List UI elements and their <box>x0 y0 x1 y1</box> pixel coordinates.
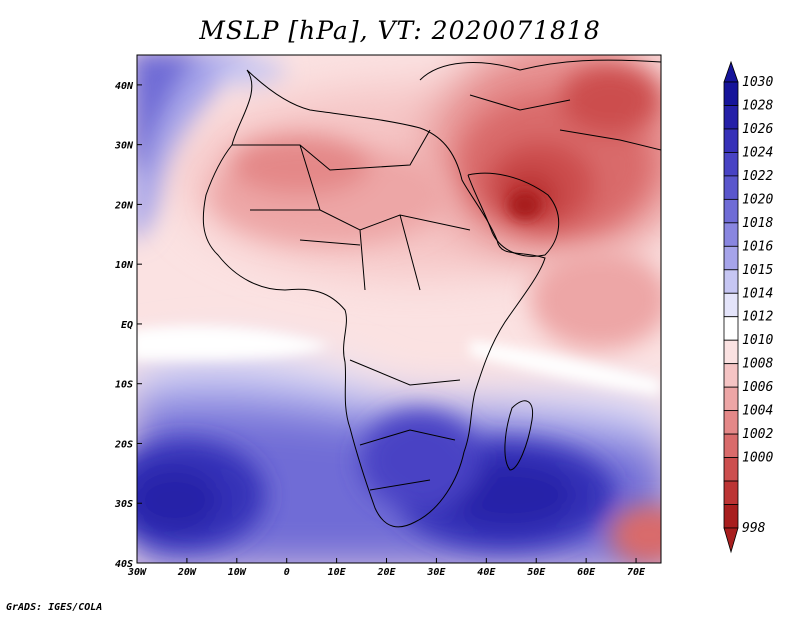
colorbar-segment <box>723 363 739 388</box>
colorbar-top-arrow <box>723 60 739 83</box>
colorbar-label: 1014 <box>742 286 773 301</box>
plot-frame <box>136 54 662 564</box>
colorbar-segment <box>723 128 739 153</box>
x-axis: 30W 20W 10W 0 10E 20E 30E 40E 50E 60E 70E <box>127 558 646 578</box>
y-tick-label: 20S <box>114 439 133 450</box>
colorbar-label: 1028 <box>742 98 773 113</box>
y-tick-label: 20N <box>114 200 134 211</box>
colorbar-label: 998 <box>742 521 766 536</box>
colorbar-label: 1006 <box>742 380 773 395</box>
colorbar-segment <box>723 339 739 365</box>
colorbar-label: 1024 <box>742 145 773 160</box>
colorbar-segment <box>723 152 739 177</box>
x-tick-label: 30W <box>127 567 147 578</box>
colorbar-label: 1012 <box>742 310 773 325</box>
colorbar-segment <box>723 504 739 529</box>
colorbar-label: 1015 <box>742 263 773 278</box>
colorbar-segment <box>723 316 739 341</box>
colorbar-segment <box>723 105 739 130</box>
x-tick-label: 70E <box>627 567 646 578</box>
colorbar-label: 1004 <box>742 404 773 419</box>
colorbar-segment <box>723 433 739 458</box>
y-tick-label: 10S <box>115 380 133 391</box>
x-tick-label: 10W <box>228 567 247 578</box>
colorbar-label: 1018 <box>742 216 773 231</box>
x-tick-label: 20E <box>376 567 396 578</box>
colorbar-label: 1030 <box>742 75 773 90</box>
map-title: MSLP [hPa], VT: 2020071818 <box>199 16 601 45</box>
colorbar-segment <box>723 269 739 294</box>
colorbar-segment <box>723 292 739 318</box>
pressure-field <box>137 55 661 563</box>
y-tick-label: 30S <box>114 499 133 510</box>
coastlines <box>202 59 661 528</box>
colorbar-segment <box>723 245 739 271</box>
colorbar-segment <box>723 81 739 106</box>
colorbar-label: 1026 <box>742 122 773 137</box>
colorbar-segment <box>723 410 739 435</box>
credit-label: GrADS: IGES/COLA <box>6 602 103 613</box>
colorbar: 1030 1028 1026 1024 1022 1020 1018 1016 1015 1014… <box>723 60 773 554</box>
x-tick-label: 60E <box>577 567 596 578</box>
colorbar-label: 1000 <box>742 451 773 466</box>
x-tick-label: 40E <box>477 567 496 578</box>
colorbar-segment <box>723 198 739 224</box>
y-tick-label: 30N <box>114 141 134 152</box>
colorbar-segment <box>723 386 739 412</box>
colorbar-segment <box>723 480 739 505</box>
x-tick-label: 0 <box>284 567 290 578</box>
colorbar-segment <box>723 457 739 482</box>
colorbar-label: 1016 <box>742 239 773 254</box>
colorbar-label: 1010 <box>742 333 773 348</box>
colorbar-segment <box>723 175 739 200</box>
x-tick-label: 20W <box>177 567 197 578</box>
x-tick-label: 10E <box>328 567 347 578</box>
y-axis: 40N 30N 20N 10N EQ 10S 20S 30S 40S <box>114 81 142 570</box>
colorbar-segment <box>723 222 739 247</box>
x-tick-label: 50E <box>527 567 546 578</box>
colorbar-label: 1008 <box>742 357 773 372</box>
colorbar-bottom-arrow <box>723 527 739 554</box>
x-tick-label: 30E <box>426 567 446 578</box>
colorbar-label: 1002 <box>742 427 773 442</box>
colorbar-label: 1022 <box>742 169 773 184</box>
y-tick-label: 40N <box>115 81 134 92</box>
y-tick-label: 10N <box>115 260 134 271</box>
y-tick-label: EQ <box>121 320 133 331</box>
colorbar-label: 1020 <box>742 192 773 207</box>
y-tick-label: 40S <box>115 559 133 570</box>
